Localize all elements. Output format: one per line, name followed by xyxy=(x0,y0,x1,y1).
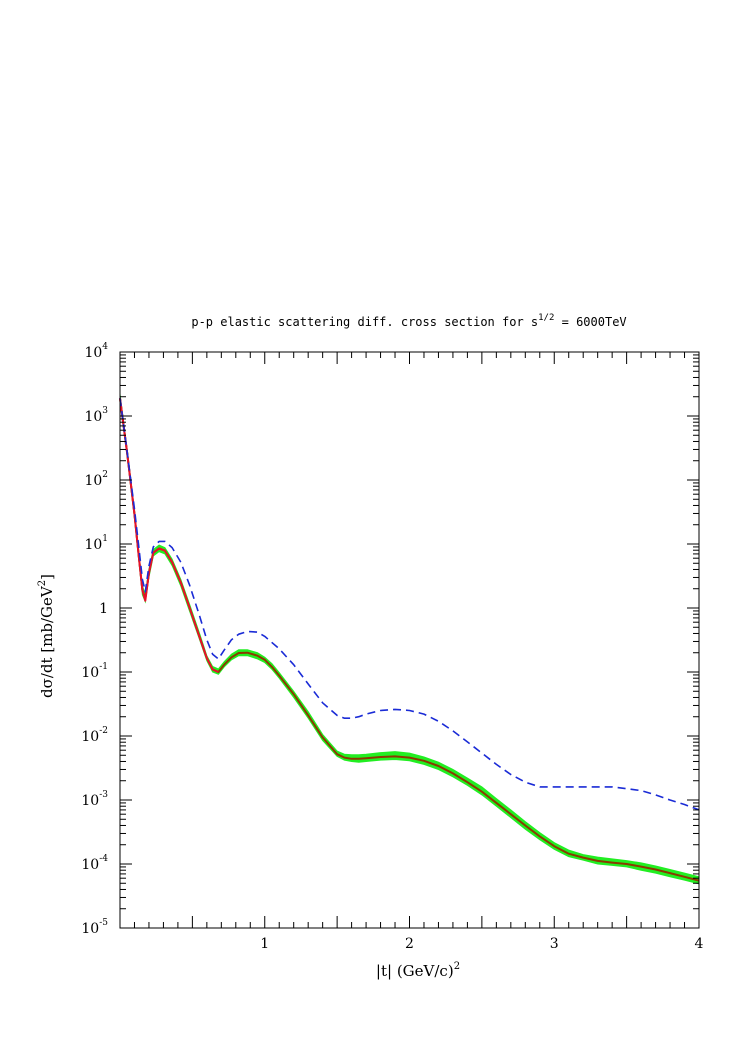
x-tick-label: 4 xyxy=(695,936,704,952)
y-axis-label-main: dσ/dt [mb/GeV xyxy=(38,585,56,698)
plot-frame xyxy=(119,351,700,929)
y-tick-label: 102 xyxy=(84,470,108,489)
y-tick-label: 103 xyxy=(84,406,108,425)
x-axis-label: |t| (GeV/c)2 xyxy=(376,961,460,980)
series-line-3 xyxy=(119,398,700,811)
chart-title-tail: = 6000TeV xyxy=(554,315,626,329)
y-tick-label: 10-5 xyxy=(81,918,108,937)
x-axis-label-main: |t| (GeV/c) xyxy=(376,962,454,980)
y-axis-label-tail: ] xyxy=(38,574,56,580)
y-tick-label: 10-1 xyxy=(81,662,108,681)
y-axis-label: dσ/dt [mb/GeV2] xyxy=(37,574,56,698)
series-band-0 xyxy=(119,394,700,885)
y-tick-label: 1 xyxy=(99,601,108,617)
y-tick-label: 10-4 xyxy=(81,854,108,873)
series-line-2 xyxy=(119,398,219,673)
ticks-layer xyxy=(120,351,699,929)
chart-title-main: p-p elastic scattering diff. cross secti… xyxy=(191,315,538,329)
tick-labels-layer: 1 2 3 4 104 103 102 101 1 10-1 10-2 10-3 10-4 10-5 xyxy=(81,342,703,952)
chart-title: p-p elastic scattering diff. cross secti… xyxy=(191,313,626,329)
y-tick-label: 10-3 xyxy=(81,790,108,809)
x-tick-label: 2 xyxy=(405,936,414,952)
x-tick-label: 1 xyxy=(260,936,269,952)
series-line-1 xyxy=(119,398,700,882)
y-axis-label-superscript: 2 xyxy=(37,580,48,586)
x-tick-label: 3 xyxy=(550,936,559,952)
y-tick-label: 10-2 xyxy=(81,726,108,745)
series-layer xyxy=(119,394,700,885)
y-tick-label: 101 xyxy=(84,534,108,553)
y-tick-label: 104 xyxy=(84,342,108,361)
x-axis-label-superscript: 2 xyxy=(454,961,460,972)
chart-title-superscript: 1/2 xyxy=(538,313,554,323)
